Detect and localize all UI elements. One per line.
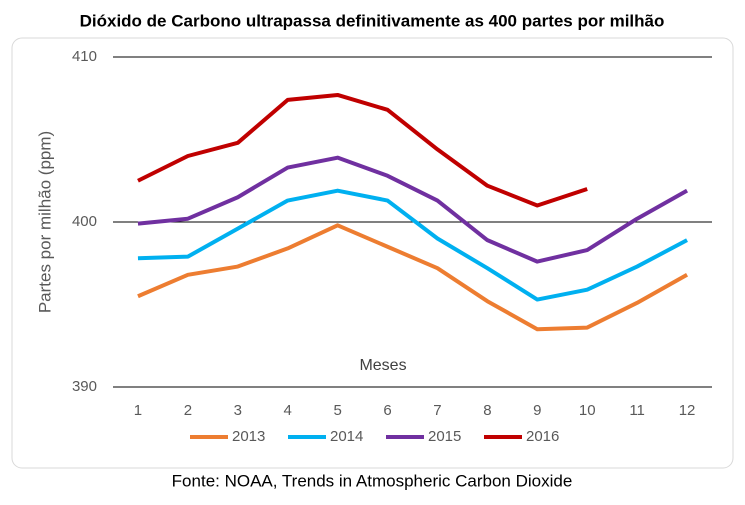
series-line xyxy=(137,155,689,264)
y-tick-label: 410 xyxy=(72,48,97,65)
series-line xyxy=(137,223,689,332)
chart-frame xyxy=(11,37,734,469)
legend-label: 2014 xyxy=(330,428,363,445)
x-tick-label: 6 xyxy=(383,402,391,419)
series-line xyxy=(137,92,588,208)
chart-title: Dióxido de Carbono ultrapassa definitiva… xyxy=(80,11,665,30)
x-tick-label: 2 xyxy=(184,402,192,419)
y-axis-title: Partes por milhão (ppm) xyxy=(35,131,54,313)
source: Fonte: NOAA, Trends in Atmospheric Carbo… xyxy=(172,471,573,490)
x-tick-label: 10 xyxy=(579,402,596,419)
x-tick-label: 1 xyxy=(134,402,142,419)
x-tick-label: 3 xyxy=(234,402,242,419)
legend-label: 2015 xyxy=(428,428,461,445)
series-line xyxy=(137,188,688,302)
x-tick-label: 9 xyxy=(533,402,541,419)
x-tick-label: 11 xyxy=(629,402,645,419)
x-axis-title: Meses xyxy=(359,357,406,374)
x-tick-label: 12 xyxy=(679,402,696,419)
x-tick-label: 8 xyxy=(483,402,491,419)
legend-label: 2013 xyxy=(232,428,265,445)
x-tick-label: 4 xyxy=(284,402,292,419)
x-tick-label: 7 xyxy=(433,402,441,419)
y-tick-label: 400 xyxy=(72,213,97,230)
x-tick-label: 5 xyxy=(333,402,341,419)
y-tick-label: 390 xyxy=(72,378,97,395)
legend-label: 2016 xyxy=(526,428,559,445)
